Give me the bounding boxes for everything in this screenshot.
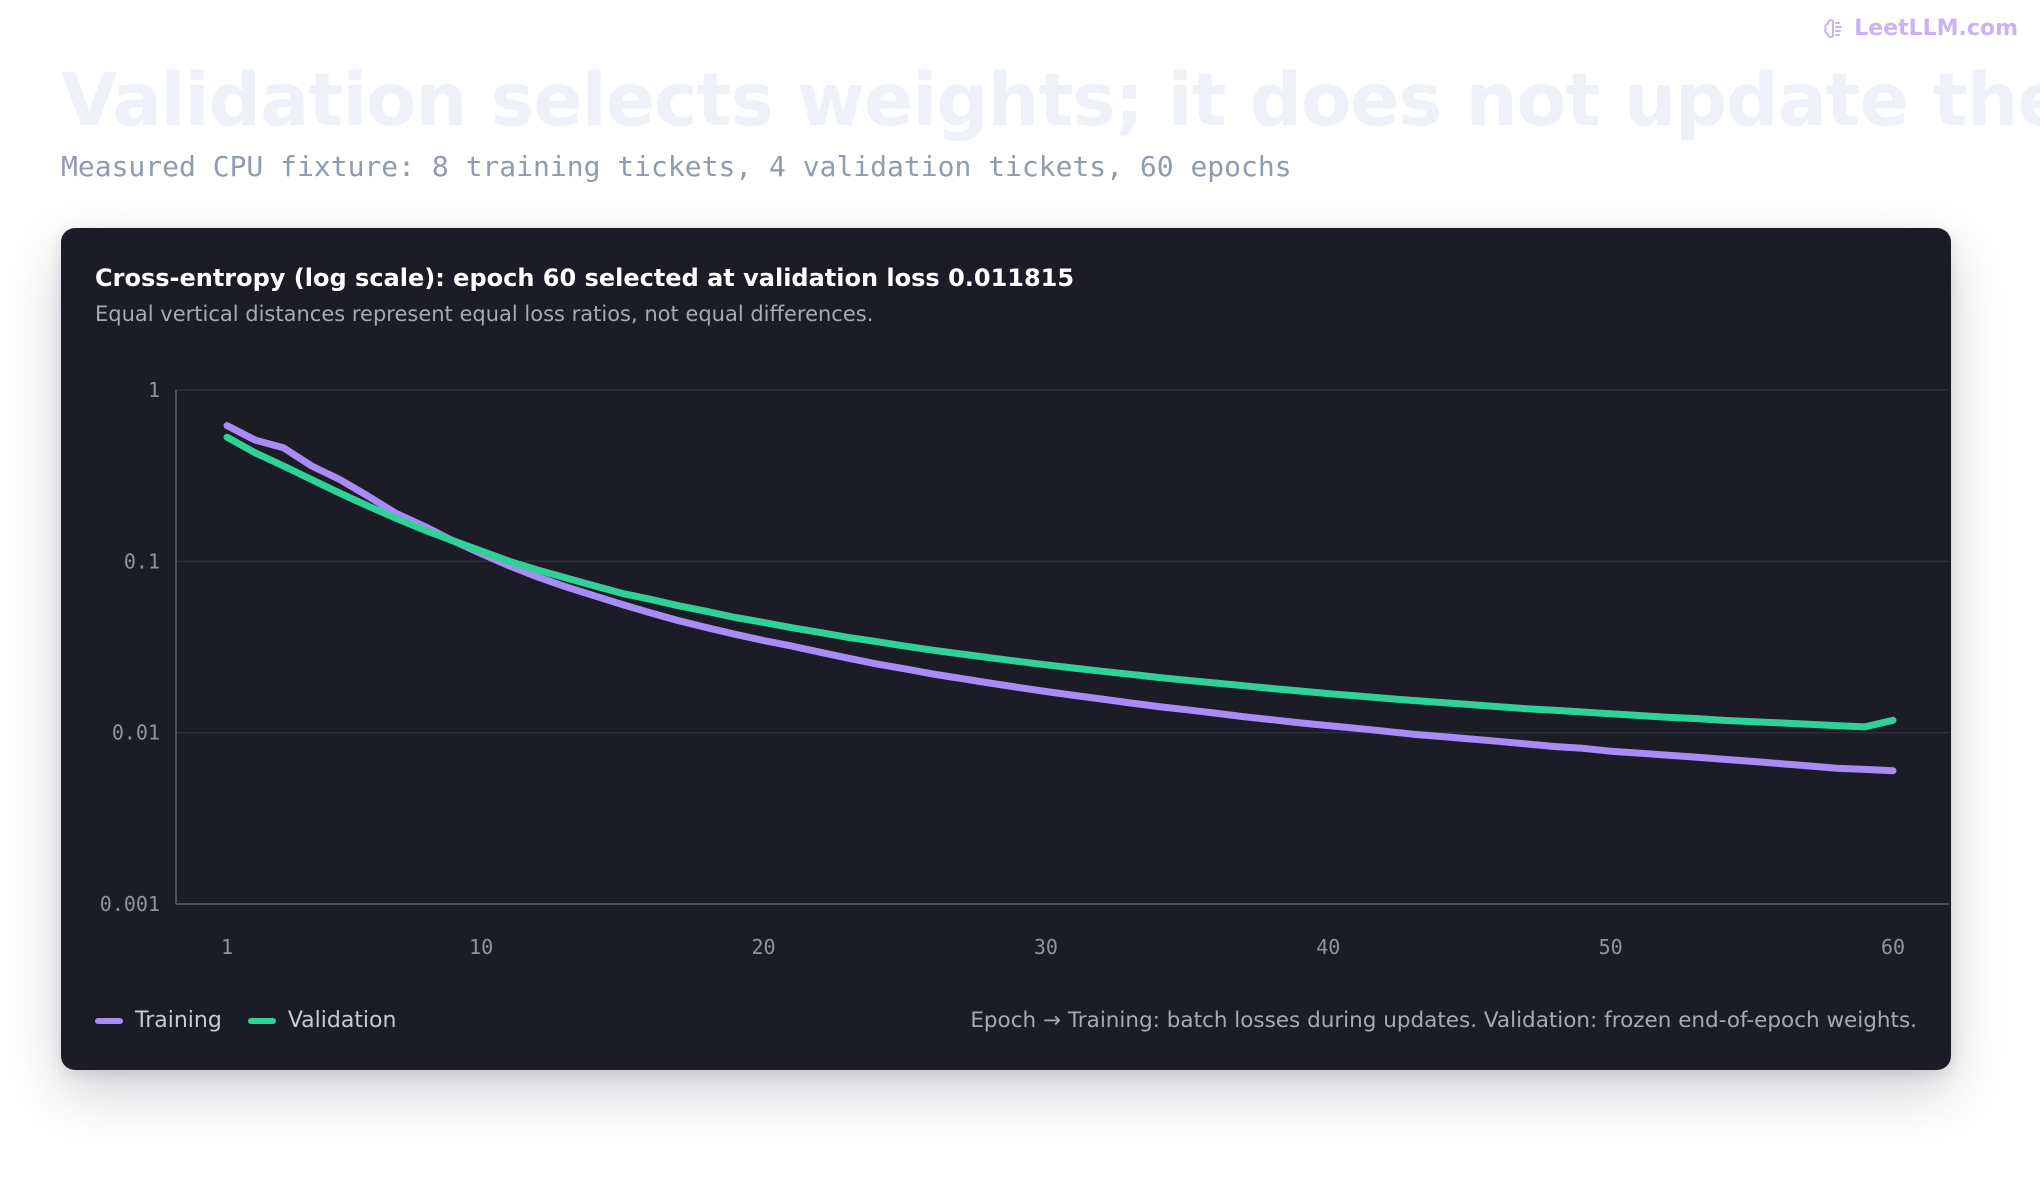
legend-label-validation: Validation (287, 1008, 397, 1033)
x-tick-label: 1 (221, 935, 233, 959)
grid (176, 389, 1949, 734)
y-tick-label: 0.001 (100, 892, 160, 916)
tick-labels: 1 0.1 0.01 0.001 1 10 20 30 40 50 60 (100, 378, 1905, 959)
y-tick-label: 1 (148, 378, 160, 402)
loss-chart: 1 0.1 0.01 0.001 1 10 20 30 40 50 60 (100, 378, 1949, 959)
page-title: Validation selects weights; it does not … (61, 58, 2040, 143)
legend-item-training[interactable]: Training (95, 1008, 222, 1033)
brain-icon (1824, 18, 1843, 38)
axes (175, 390, 1949, 905)
legend-label-training: Training (135, 1008, 222, 1033)
series-line-validation[interactable] (223, 433, 1897, 731)
chart-title: Cross-entropy (log scale): epoch 60 sele… (95, 264, 1075, 292)
legend-swatch-validation (247, 1017, 276, 1024)
x-tick-label: 60 (1881, 935, 1905, 959)
legend-item-validation[interactable]: Validation (247, 1008, 397, 1033)
series-lines (223, 422, 1897, 775)
brand-logo: LeetLLM.com (1822, 16, 2018, 41)
chart-subtitle: Equal vertical distances represent equal… (95, 302, 874, 326)
x-tick-label: 20 (751, 935, 775, 959)
chart-card: Cross-entropy (log scale): epoch 60 sele… (61, 228, 1951, 1070)
legend-swatch-training (95, 1017, 123, 1024)
x-tick-label: 10 (469, 935, 493, 959)
x-tick-label: 40 (1316, 935, 1340, 959)
x-tick-label: 50 (1599, 935, 1623, 959)
chart-footnote: Epoch → Training: batch losses during up… (970, 1008, 1917, 1033)
x-tick-label: 30 (1034, 935, 1058, 959)
series-line-training[interactable] (223, 422, 1897, 775)
y-tick-label: 0.1 (124, 549, 160, 573)
legend: Training Validation (95, 1008, 396, 1033)
brand-name[interactable]: LeetLLM.com (1854, 16, 2018, 41)
page-subtitle: Measured CPU fixture: 8 training tickets… (61, 150, 1292, 183)
y-tick-label: 0.01 (112, 721, 160, 745)
